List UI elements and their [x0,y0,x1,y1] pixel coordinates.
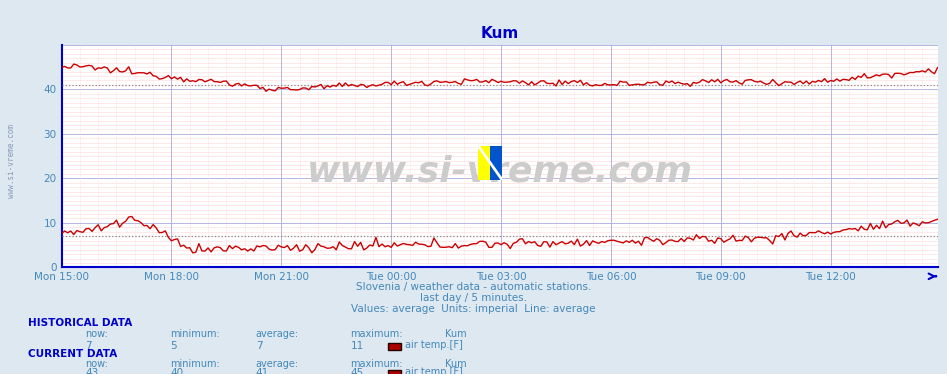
Text: 11: 11 [350,341,364,350]
Bar [491,146,502,180]
Text: now:: now: [85,359,108,368]
Text: 7: 7 [256,341,262,350]
Text: Kum: Kum [445,359,467,368]
Text: 43: 43 [85,368,98,374]
Text: HISTORICAL DATA: HISTORICAL DATA [28,318,133,328]
Text: now:: now: [85,329,108,339]
Text: www.si-vreme.com: www.si-vreme.com [307,155,692,189]
Text: 45: 45 [350,368,364,374]
Text: 40: 40 [170,368,184,374]
Text: average:: average: [256,329,299,339]
Text: maximum:: maximum: [350,359,402,368]
Text: www.si-vreme.com: www.si-vreme.com [7,124,16,198]
Text: minimum:: minimum: [170,359,221,368]
Text: Slovenia / weather data - automatic stations.: Slovenia / weather data - automatic stat… [356,282,591,292]
Text: Kum: Kum [445,329,467,339]
Text: Values: average  Units: imperial  Line: average: Values: average Units: imperial Line: av… [351,304,596,314]
Text: CURRENT DATA: CURRENT DATA [28,349,117,359]
Text: air temp.[F]: air temp.[F] [405,340,463,350]
Text: minimum:: minimum: [170,329,221,339]
Bar [478,146,491,180]
Text: 7: 7 [85,341,92,350]
Text: 5: 5 [170,341,177,350]
Text: air temp.[F]: air temp.[F] [405,368,463,374]
Text: last day / 5 minutes.: last day / 5 minutes. [420,293,527,303]
Text: average:: average: [256,359,299,368]
Title: Kum: Kum [480,26,519,41]
Text: maximum:: maximum: [350,329,402,339]
Text: 41: 41 [256,368,269,374]
